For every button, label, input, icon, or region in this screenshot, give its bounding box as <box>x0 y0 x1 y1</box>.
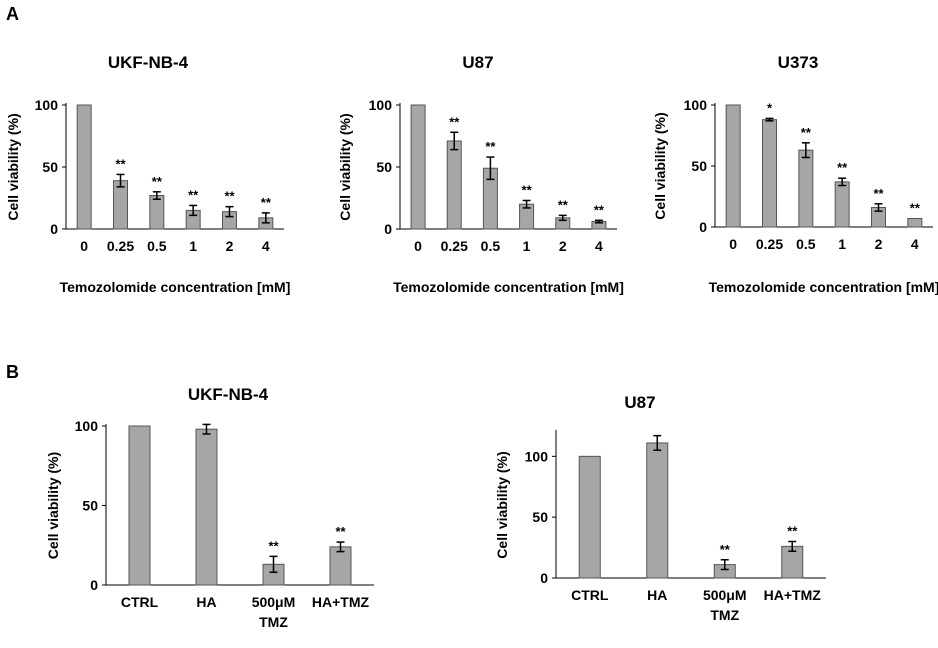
bar <box>113 180 128 230</box>
significance-label: * <box>767 100 773 115</box>
bar <box>76 104 92 230</box>
significance-label: ** <box>224 189 235 204</box>
chart-title: U373 <box>778 53 819 72</box>
y-tick-label: 100 <box>684 97 708 113</box>
x-tick-label: 0.5 <box>481 238 501 254</box>
chart-title: UKF-NB-4 <box>188 385 269 404</box>
x-tick-label: 2 <box>226 238 234 254</box>
x-axis-label: Temozolomide concentration [mM] <box>393 279 624 295</box>
bar <box>446 140 462 230</box>
y-axis-label: Cell viability (%) <box>5 113 21 220</box>
panel-label-b: B <box>6 362 19 382</box>
bar <box>149 195 165 230</box>
y-tick-label: 50 <box>82 498 98 514</box>
chart-title: UKF-NB-4 <box>108 53 189 72</box>
x-tick-label: TMZ <box>710 607 739 623</box>
y-axis-label: Cell viability (%) <box>494 451 510 558</box>
x-tick-label: 1 <box>838 236 846 252</box>
x-tick-label: 2 <box>559 238 567 254</box>
y-tick-label: 100 <box>525 448 549 464</box>
significance-label: ** <box>873 186 884 201</box>
x-tick-label: 4 <box>911 236 919 252</box>
significance-label: ** <box>449 114 460 129</box>
significance-label: ** <box>522 182 533 197</box>
significance-label: ** <box>268 538 279 553</box>
y-tick-label: 50 <box>691 158 707 174</box>
x-tick-label: CTRL <box>121 594 159 610</box>
x-axis-label: Temozolomide concentration [mM] <box>60 279 291 295</box>
x-tick-label: 4 <box>262 238 270 254</box>
bar <box>725 104 741 228</box>
x-tick-label: 1 <box>523 238 531 254</box>
significance-label: ** <box>801 125 812 140</box>
x-tick-label: 2 <box>875 236 883 252</box>
y-tick-label: 50 <box>42 159 58 175</box>
y-tick-label: 0 <box>699 219 707 235</box>
bar <box>798 149 814 228</box>
significance-label: ** <box>837 160 848 175</box>
bar <box>128 425 151 586</box>
x-axis-label: Temozolomide concentration [mM] <box>709 279 938 295</box>
y-tick-label: 100 <box>369 97 393 113</box>
y-tick-label: 0 <box>384 221 392 237</box>
bar <box>578 455 601 579</box>
x-tick-label: 0.5 <box>796 236 816 252</box>
x-tick-label: HA+TMZ <box>312 594 370 610</box>
x-tick-label: 1 <box>189 238 197 254</box>
chart-title: U87 <box>462 53 493 72</box>
panel-label-a: A <box>6 4 19 24</box>
x-tick-label: 0 <box>80 238 88 254</box>
x-tick-label: 500μM <box>703 587 747 603</box>
significance-label: ** <box>335 524 346 539</box>
y-tick-label: 0 <box>50 221 58 237</box>
y-tick-label: 100 <box>35 97 59 113</box>
x-tick-label: 0.25 <box>756 236 783 252</box>
significance-label: ** <box>787 524 798 539</box>
significance-label: ** <box>115 156 126 171</box>
significance-label: ** <box>594 202 605 217</box>
y-axis-label: Cell viability (%) <box>337 113 353 220</box>
x-tick-label: HA <box>196 594 216 610</box>
x-tick-label: 0.25 <box>107 238 134 254</box>
bar <box>195 428 218 586</box>
bar <box>762 119 777 228</box>
y-tick-label: 0 <box>90 577 98 593</box>
significance-label: ** <box>485 139 496 154</box>
significance-label: ** <box>152 174 163 189</box>
significance-label: ** <box>720 542 731 557</box>
x-tick-label: CTRL <box>571 587 609 603</box>
significance-label: ** <box>261 195 272 210</box>
x-tick-label: HA+TMZ <box>764 587 822 603</box>
y-tick-label: 50 <box>532 509 548 525</box>
y-axis-label: Cell viability (%) <box>652 112 668 219</box>
x-tick-label: 0.5 <box>147 238 167 254</box>
bar <box>329 546 352 586</box>
y-tick-label: 50 <box>376 159 392 175</box>
significance-label: ** <box>558 197 569 212</box>
x-tick-label: 0 <box>729 236 737 252</box>
bar <box>834 181 850 228</box>
bar <box>410 104 426 230</box>
significance-label: ** <box>910 200 921 215</box>
x-tick-label: TMZ <box>259 614 288 630</box>
significance-label: ** <box>188 187 199 202</box>
chart-title: U87 <box>624 393 655 412</box>
y-axis-label: Cell viability (%) <box>45 452 61 559</box>
x-tick-label: 0.25 <box>441 238 468 254</box>
y-tick-label: 0 <box>540 570 548 586</box>
y-tick-label: 100 <box>75 418 99 434</box>
x-tick-label: 0 <box>414 238 422 254</box>
bar <box>646 442 669 579</box>
bar <box>907 217 923 228</box>
x-tick-label: 4 <box>595 238 603 254</box>
x-tick-label: HA <box>647 587 667 603</box>
x-tick-label: 500μM <box>252 594 296 610</box>
